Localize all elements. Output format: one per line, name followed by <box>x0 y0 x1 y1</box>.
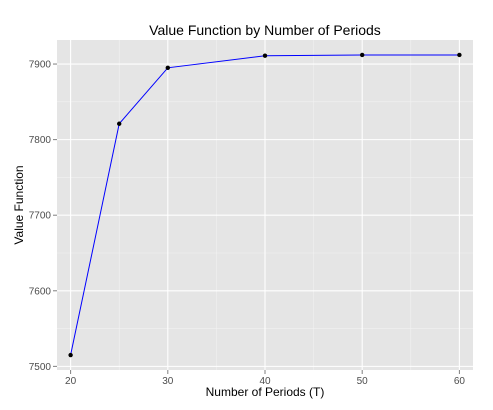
y-tick-label: 7900 <box>29 60 52 71</box>
data-point <box>68 352 73 358</box>
y-axis-label: Value Function <box>12 165 26 244</box>
data-points <box>68 52 462 358</box>
y-axis-ticks: 7500 7600 7700 7800 7900 <box>29 60 57 373</box>
y-tick-label: 7800 <box>29 135 52 146</box>
series-line-group <box>70 54 460 356</box>
x-tick-label: 50 <box>357 376 369 387</box>
x-tick-label: 30 <box>162 376 174 387</box>
data-point <box>457 52 462 58</box>
data-point <box>117 121 122 126</box>
x-axis-ticks: 20 30 40 50 60 <box>65 370 465 387</box>
data-point <box>359 52 365 58</box>
chart-title: Value Function by Number of Periods <box>149 22 381 38</box>
x-tick-label: 60 <box>454 376 466 387</box>
major-gridlines <box>57 40 473 370</box>
x-tick-label: 40 <box>259 376 271 387</box>
x-axis-label: Number of Periods (T) <box>206 385 325 399</box>
y-tick-label: 7700 <box>29 211 52 222</box>
y-tick-label: 7600 <box>29 286 52 297</box>
series-line <box>70 54 460 356</box>
data-point <box>262 53 268 58</box>
y-tick-label: 7500 <box>29 362 52 373</box>
data-point <box>165 65 171 71</box>
x-tick-label: 20 <box>65 376 77 387</box>
